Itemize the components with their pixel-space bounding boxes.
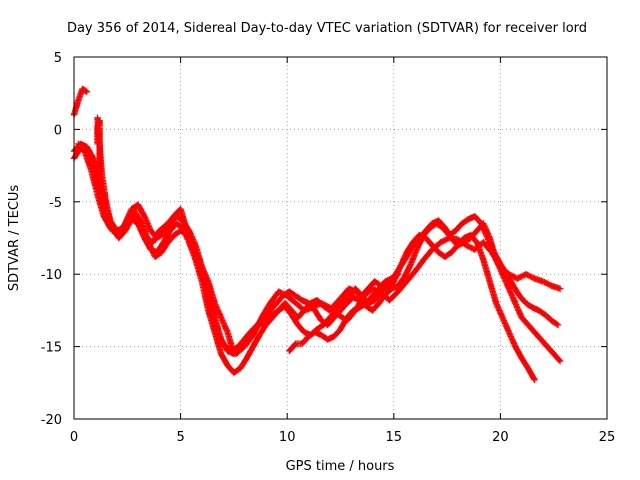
- data-series-trace-7: [286, 271, 402, 355]
- data-series-trace-6: [232, 234, 564, 357]
- plot-frame: [73, 56, 608, 420]
- x-axis-label: GPS time / hours: [286, 459, 395, 474]
- tick-labels: 0 5 10 15 20 25 5 0 -5 -10 -15 -20: [41, 51, 616, 445]
- y-tick-label: -15: [41, 341, 62, 356]
- x-tick-label: 0: [70, 430, 78, 445]
- data-series-trace-3: [70, 140, 538, 384]
- x-tick-label: 5: [176, 430, 184, 445]
- x-tick-label: 25: [599, 430, 616, 445]
- y-tick-label: 5: [54, 51, 62, 66]
- data-series-trace-8: [94, 117, 103, 184]
- axis-ticks: [73, 56, 608, 420]
- x-tick-label: 15: [386, 430, 403, 445]
- y-axis-label: SDTVAR / TECUs: [7, 185, 22, 292]
- x-tick-label: 10: [279, 430, 296, 445]
- x-tick-label: 20: [492, 430, 509, 445]
- y-tick-label: -5: [49, 196, 62, 211]
- y-tick-label: -10: [41, 268, 62, 283]
- chart-title: Day 356 of 2014, Sidereal Day-to-day VTE…: [67, 21, 587, 36]
- y-tick-label: 0: [54, 123, 62, 138]
- y-tick-label: -20: [41, 413, 62, 428]
- data-series-group: [70, 85, 564, 384]
